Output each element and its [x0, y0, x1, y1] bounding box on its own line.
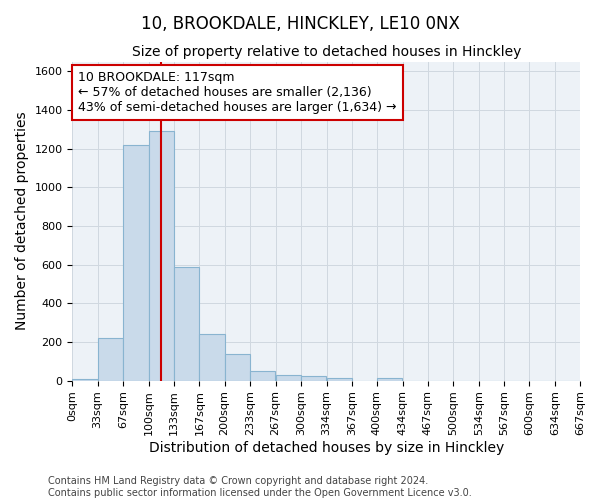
Bar [326, 378, 352, 380]
Title: Size of property relative to detached houses in Hinckley: Size of property relative to detached ho… [131, 45, 521, 59]
X-axis label: Distribution of detached houses by size in Hinckley: Distribution of detached houses by size … [149, 441, 504, 455]
Bar [124, 144, 149, 380]
Bar [149, 131, 173, 380]
Bar [224, 354, 250, 380]
Bar [250, 372, 275, 380]
Bar [173, 266, 199, 380]
Text: 10 BROOKDALE: 117sqm
← 57% of detached houses are smaller (2,136)
43% of semi-de: 10 BROOKDALE: 117sqm ← 57% of detached h… [79, 71, 397, 114]
Text: 10, BROOKDALE, HINCKLEY, LE10 0NX: 10, BROOKDALE, HINCKLEY, LE10 0NX [140, 15, 460, 33]
Bar [199, 334, 224, 380]
Bar [275, 375, 301, 380]
Bar [98, 338, 122, 380]
Text: Contains HM Land Registry data © Crown copyright and database right 2024.
Contai: Contains HM Land Registry data © Crown c… [48, 476, 472, 498]
Bar [73, 379, 98, 380]
Y-axis label: Number of detached properties: Number of detached properties [15, 112, 29, 330]
Bar [301, 376, 326, 380]
Bar [377, 378, 402, 380]
